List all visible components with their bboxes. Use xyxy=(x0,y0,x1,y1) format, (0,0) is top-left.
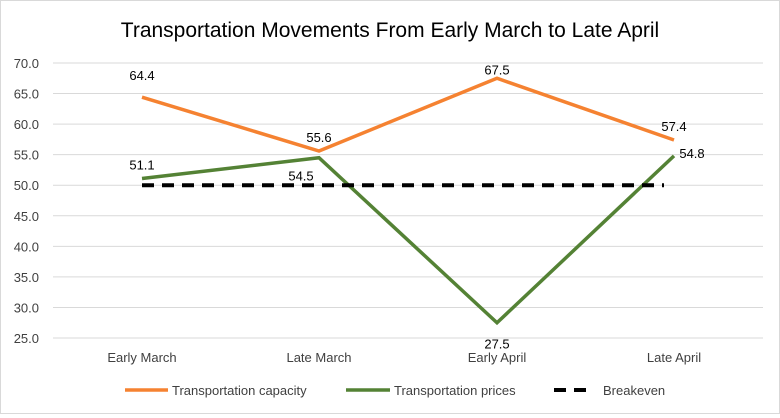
chart-title: Transportation Movements From Early Marc… xyxy=(121,19,659,42)
y-tick-label: 25.0 xyxy=(14,331,39,346)
data-label: 27.5 xyxy=(484,337,509,352)
y-tick-label: 30.0 xyxy=(14,300,39,315)
x-tick-label: Late March xyxy=(286,350,351,365)
data-label: 54.8 xyxy=(679,146,704,161)
series-line-transportation-prices xyxy=(141,154,676,326)
y-tick-label: 50.0 xyxy=(14,178,39,193)
y-tick-label: 45.0 xyxy=(14,209,39,224)
data-label: 67.5 xyxy=(484,62,509,77)
series-line-transportation-capacity xyxy=(141,76,675,153)
y-tick-label: 55.0 xyxy=(14,148,39,163)
data-label: 54.5 xyxy=(288,169,313,184)
data-label: 51.1 xyxy=(129,158,154,173)
x-tick-label: Early April xyxy=(468,350,527,365)
x-tick-label: Late April xyxy=(647,350,701,365)
data-label: 57.4 xyxy=(661,119,686,134)
y-tick-label: 65.0 xyxy=(14,87,39,102)
y-tick-label: 40.0 xyxy=(14,239,39,254)
y-tick-label: 60.0 xyxy=(14,117,39,132)
y-tick-label: 70.0 xyxy=(14,56,39,71)
data-label: 55.6 xyxy=(306,130,331,145)
legend-label: Breakeven xyxy=(603,383,665,398)
data-label: 64.4 xyxy=(129,68,154,83)
legend-label: Transportation prices xyxy=(394,383,516,398)
legend-label: Transportation capacity xyxy=(172,383,307,398)
y-tick-label: 35.0 xyxy=(14,270,39,285)
x-tick-label: Early March xyxy=(107,350,176,365)
